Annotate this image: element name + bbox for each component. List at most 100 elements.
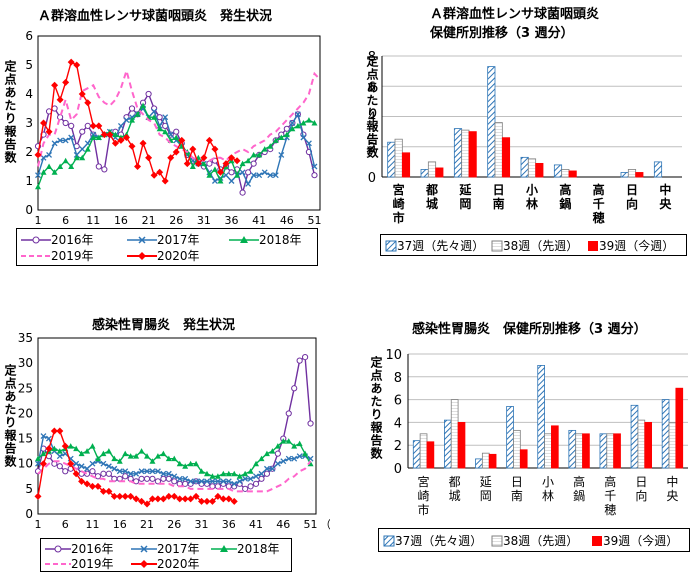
bar-日南-1 xyxy=(494,122,503,178)
bar-宮崎市-0 xyxy=(387,141,396,178)
data-point xyxy=(220,470,227,477)
y-axis-label: 定点あたり報告数 xyxy=(369,356,383,460)
bar-高千穂-2 xyxy=(613,433,621,469)
data-point xyxy=(159,495,167,503)
data-point xyxy=(272,137,279,143)
data-point xyxy=(110,492,118,500)
x-tick-label: 小 xyxy=(526,182,538,197)
y-tick-label: 6 xyxy=(368,80,376,95)
bar-日向-0 xyxy=(620,172,629,178)
data-point xyxy=(78,450,85,457)
y-tick-label: 0 xyxy=(25,203,33,217)
data-point xyxy=(39,460,47,468)
x-tick-label: 21 xyxy=(140,518,154,531)
data-point xyxy=(95,163,102,170)
data-point xyxy=(267,172,274,179)
chart-title: 感染性胃腸炎 発生状況 xyxy=(92,318,236,333)
data-point xyxy=(193,478,200,485)
data-point xyxy=(84,448,91,454)
bar-日南-1 xyxy=(513,429,521,469)
data-point xyxy=(160,450,167,457)
legend: 37週（先々週） 38週（先週） 39週（今週） xyxy=(380,234,687,256)
bar-都城-0 xyxy=(420,169,429,178)
x-tick-label: 6 xyxy=(62,214,69,227)
data-point xyxy=(173,134,180,140)
data-point xyxy=(165,475,172,482)
x-tick-label: 日 xyxy=(626,183,638,197)
x-tick-label: 城 xyxy=(426,196,438,211)
x-tick-label: 城 xyxy=(449,489,461,503)
data-point xyxy=(129,117,135,123)
data-point xyxy=(301,354,309,361)
data-point xyxy=(90,134,97,140)
legend: 2016年 2017年 2018年 2019年 2020年 xyxy=(16,228,318,266)
data-point xyxy=(149,458,156,464)
data-point xyxy=(73,460,80,467)
bar-高千穂-1 xyxy=(606,433,615,469)
data-point xyxy=(250,172,257,179)
data-point xyxy=(100,460,107,467)
data-point xyxy=(57,137,64,144)
bar-延岡-1 xyxy=(481,452,490,469)
data-point xyxy=(239,169,246,176)
data-point xyxy=(62,157,69,164)
x-tick-label: 41 xyxy=(249,518,263,531)
data-point xyxy=(267,143,274,149)
data-point xyxy=(79,154,86,161)
data-point xyxy=(68,134,75,141)
data-point xyxy=(46,163,53,169)
legend-item-2016: 2016年 xyxy=(45,540,114,557)
data-point xyxy=(95,122,103,130)
data-point xyxy=(252,480,260,487)
legend-item-39: 39週（今週） xyxy=(591,532,678,549)
y-tick-label: 6 xyxy=(25,29,33,43)
series-2020年 xyxy=(34,427,238,508)
x-tick-label: 1 xyxy=(35,214,42,227)
data-point xyxy=(171,455,178,462)
data-point xyxy=(40,433,47,440)
data-point xyxy=(145,90,152,98)
data-point xyxy=(231,480,238,487)
x-tick-label: 36 xyxy=(225,214,239,227)
series-2020年 xyxy=(34,58,241,185)
bar-中央-1 xyxy=(668,422,677,469)
data-point xyxy=(116,468,123,475)
y-tick-label: 20 xyxy=(18,406,33,420)
data-point xyxy=(35,460,41,467)
data-point xyxy=(78,477,86,485)
data-point xyxy=(256,172,263,179)
bar-日向-2 xyxy=(635,172,644,178)
legend-item-2020: 2020年 xyxy=(127,247,200,264)
y-tick-label: 2 xyxy=(25,145,33,159)
data-point xyxy=(263,465,270,472)
data-point xyxy=(100,450,107,457)
data-point xyxy=(305,140,312,147)
y-tick-label: 8 xyxy=(368,50,376,65)
series-2019年 xyxy=(37,460,312,493)
x-tick-label: 11 xyxy=(86,518,100,531)
data-point xyxy=(291,455,298,462)
x-tick-label: 小 xyxy=(542,475,554,489)
bar-都城-2 xyxy=(457,422,466,469)
bar-高鍋-0 xyxy=(568,429,577,469)
data-point xyxy=(117,122,124,129)
chart-ge-weekly: 感染性胃腸炎 発生状況 0 5 10 15 20 25 30 35 1 6 11 16 21 26 31 36… xyxy=(0,300,330,572)
bar-高鍋-2 xyxy=(568,170,577,178)
data-point xyxy=(187,478,194,485)
data-point xyxy=(112,131,119,138)
data-point xyxy=(208,497,216,505)
x-tick-label: 岡 xyxy=(480,489,492,503)
data-point xyxy=(228,178,235,184)
bar-宮崎市-2 xyxy=(426,441,435,469)
data-point xyxy=(187,460,194,467)
data-point xyxy=(214,478,221,485)
data-point xyxy=(45,445,53,453)
data-point xyxy=(34,492,42,500)
data-point xyxy=(269,465,276,472)
data-point xyxy=(263,450,270,457)
data-point xyxy=(211,145,219,153)
data-point xyxy=(83,480,91,488)
data-point xyxy=(123,117,130,124)
data-point xyxy=(149,475,156,482)
